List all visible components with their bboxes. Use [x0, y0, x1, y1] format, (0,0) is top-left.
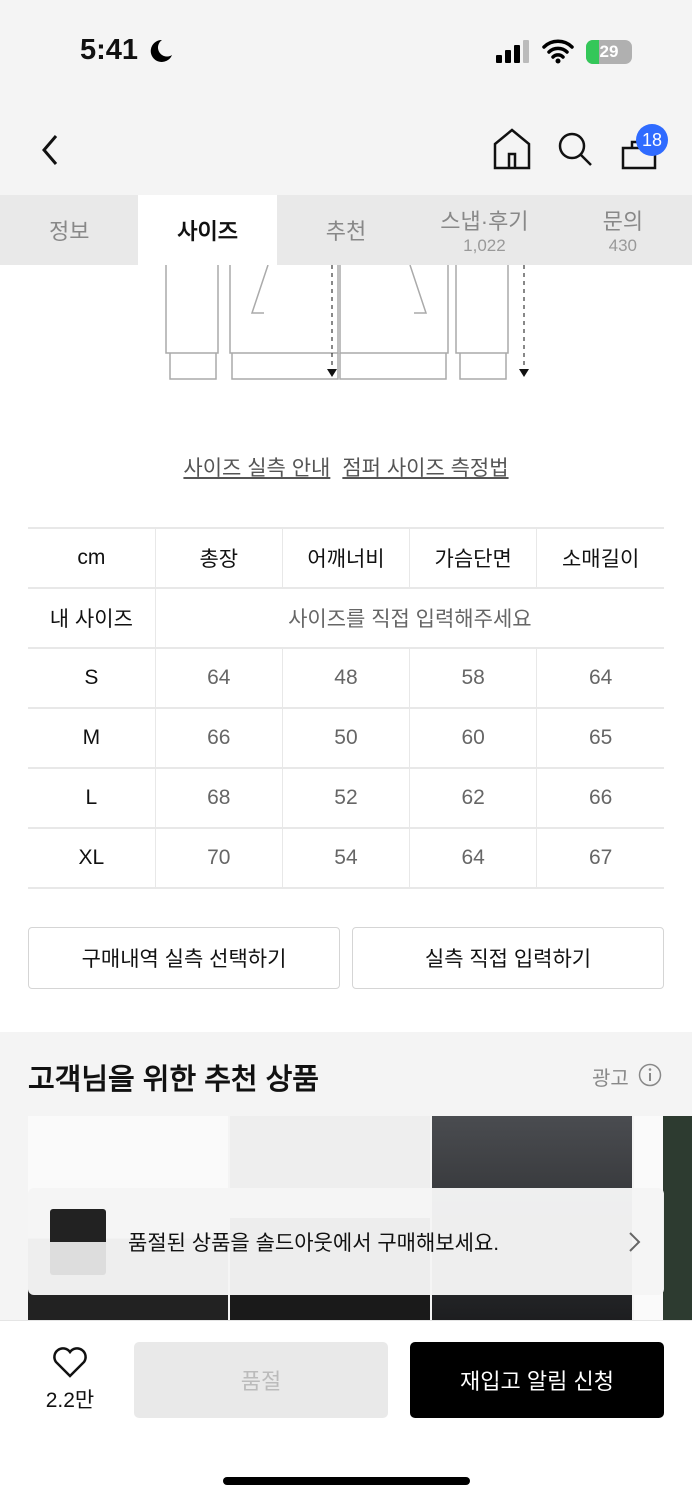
battery-indicator: 29 [586, 40, 632, 64]
moon-icon [150, 39, 172, 62]
value-cell: 50 [281, 707, 410, 768]
value-cell: 68 [154, 767, 283, 828]
tab-label: 문의 [602, 209, 644, 234]
tab-size[interactable]: 사이즈 [138, 195, 277, 265]
status-time: 5:41 [80, 34, 139, 66]
value-cell: 48 [281, 647, 410, 708]
tab-info[interactable]: 정보 [0, 195, 138, 265]
tab-label: 사이즈 [177, 219, 238, 244]
table-row: S 64 48 58 64 [28, 647, 664, 708]
tab-count: 430 [608, 236, 638, 255]
size-links: 사이즈 실측 안내 점퍼 사이즈 측정법 [0, 452, 692, 482]
tab-label: 추천 [325, 219, 367, 244]
heart-icon[interactable] [52, 1346, 88, 1378]
value-cell: 64 [154, 647, 283, 708]
ad-label: 광고 [592, 1068, 629, 1090]
tab-recommend[interactable]: 추천 [277, 195, 415, 265]
size-cell: L [28, 767, 156, 828]
value-cell: 66 [154, 707, 283, 768]
my-size-row[interactable]: 내 사이즈 사이즈를 직접 입력해주세요 [28, 587, 664, 648]
wifi-icon [542, 39, 574, 64]
size-cell: M [28, 707, 156, 768]
header-cell: 총장 [154, 527, 283, 588]
value-cell: 60 [409, 707, 537, 768]
jacket-size-diagram [165, 265, 529, 380]
chevron-right-icon [629, 1231, 641, 1252]
home-indicator [223, 1477, 470, 1485]
value-cell: 54 [281, 827, 410, 889]
header-cell: 어깨너비 [281, 527, 410, 588]
header-cell: cm [28, 527, 156, 588]
toast-text: 품절된 상품을 솔드아웃에서 구매해보세요. [128, 1231, 500, 1255]
header-cell: 가슴단면 [409, 527, 537, 588]
value-cell: 52 [281, 767, 410, 828]
tab-bar: 정보 사이즈 추천 스냅·후기 1,022 문의 430 [0, 195, 692, 265]
tab-count: 1,022 [463, 236, 506, 255]
measure-method-link[interactable]: 점퍼 사이즈 측정법 [342, 457, 509, 480]
tab-label: 스냅·후기 [440, 209, 529, 234]
value-cell: 65 [536, 707, 664, 768]
tab-snap-review[interactable]: 스냅·후기 1,022 [415, 195, 553, 265]
size-cell: S [28, 647, 156, 708]
size-table: cm 총장 어깨너비 가슴단면 소매길이 내 사이즈 사이즈를 직접 입력해주세요 S 64… [28, 527, 664, 889]
size-guide-link[interactable]: 사이즈 실측 안내 [183, 457, 331, 480]
signal-icon [496, 40, 529, 63]
value-cell: 66 [536, 767, 664, 828]
header-area [0, 0, 692, 195]
tab-label: 정보 [48, 219, 90, 244]
like-count: 2.2만 [45, 1389, 95, 1412]
tab-qna[interactable]: 문의 430 [554, 195, 692, 265]
recommend-title: 고객님을 위한 추천 상품 [28, 1064, 319, 1096]
value-cell: 62 [409, 767, 537, 828]
value-cell: 70 [154, 827, 283, 889]
info-icon[interactable] [638, 1063, 662, 1087]
value-cell: 64 [536, 647, 664, 708]
table-row: M 66 50 60 65 [28, 707, 664, 768]
my-size-prompt[interactable]: 사이즈를 직접 입력해주세요 [154, 587, 664, 648]
purchase-history-size-button[interactable]: 구매내역 실측 선택하기 [28, 927, 340, 989]
value-cell: 64 [409, 827, 537, 889]
table-row: L 68 52 62 66 [28, 767, 664, 828]
size-cell: XL [28, 827, 156, 889]
table-row: XL 70 54 64 67 [28, 827, 664, 889]
soldout-button: 품절 [134, 1342, 388, 1418]
value-cell: 67 [536, 827, 664, 889]
my-size-label: 내 사이즈 [28, 587, 156, 648]
toast-thumbnail [50, 1208, 106, 1275]
soldout-toast[interactable]: 품절된 상품을 솔드아웃에서 구매해보세요. [28, 1188, 664, 1295]
restock-alert-button[interactable]: 재입고 알림 신청 [410, 1342, 664, 1418]
back-icon[interactable] [38, 132, 62, 168]
cart-badge: 18 [636, 124, 668, 156]
home-icon[interactable] [492, 128, 532, 170]
table-header-row: cm 총장 어깨너비 가슴단면 소매길이 [28, 527, 664, 588]
search-icon[interactable] [556, 130, 594, 168]
value-cell: 58 [409, 647, 537, 708]
header-cell: 소매길이 [536, 527, 664, 588]
manual-size-input-button[interactable]: 실측 직접 입력하기 [352, 927, 664, 989]
